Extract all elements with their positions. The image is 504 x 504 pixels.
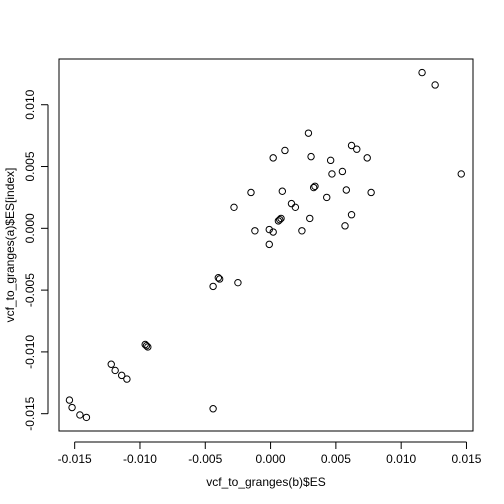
x-tick-label: 0.005 bbox=[321, 452, 351, 466]
data-point bbox=[353, 145, 361, 153]
data-point bbox=[367, 188, 375, 197]
data-point bbox=[123, 375, 131, 383]
data-point bbox=[291, 203, 300, 212]
data-points bbox=[65, 68, 465, 422]
data-point bbox=[341, 222, 349, 230]
data-point bbox=[276, 215, 284, 224]
x-axis-label: vcf_to_granges(b)$ES bbox=[206, 475, 325, 489]
x-tick-label: 0.000 bbox=[256, 452, 286, 466]
data-point bbox=[323, 193, 331, 202]
data-point bbox=[328, 170, 336, 178]
plot-frame bbox=[58, 58, 474, 432]
x-tick-label: 0.015 bbox=[451, 452, 481, 466]
data-point bbox=[209, 405, 217, 413]
data-point bbox=[107, 360, 115, 368]
x-axis: -0.015 -0.010 -0.005 0.000 0.005 0.010 0.015 bbox=[58, 441, 482, 466]
y-tick-label: -0.010 bbox=[23, 335, 37, 369]
x-tick-label: 0.010 bbox=[386, 452, 416, 466]
y-tick-label: 0.000 bbox=[23, 213, 37, 243]
data-point bbox=[304, 129, 313, 137]
data-point bbox=[68, 403, 76, 412]
data-point bbox=[342, 186, 351, 194]
data-point bbox=[265, 240, 273, 249]
data-point bbox=[144, 343, 152, 351]
y-axis: -0.015 -0.010 -0.005 0.000 0.005 0.010 bbox=[23, 89, 49, 431]
data-point bbox=[347, 211, 356, 219]
data-point bbox=[251, 227, 259, 235]
data-point bbox=[247, 188, 255, 197]
data-point bbox=[309, 183, 318, 192]
data-point bbox=[76, 411, 84, 419]
data-point bbox=[326, 156, 335, 165]
x-tick-label: -0.010 bbox=[123, 452, 157, 466]
data-point bbox=[215, 275, 224, 283]
data-point bbox=[298, 227, 306, 235]
data-point bbox=[311, 182, 319, 190]
data-point bbox=[269, 154, 277, 162]
data-point bbox=[418, 68, 426, 77]
data-point bbox=[347, 141, 356, 150]
data-point bbox=[265, 225, 273, 234]
data-point bbox=[82, 413, 91, 422]
data-point bbox=[269, 228, 277, 236]
data-point bbox=[278, 187, 287, 195]
data-point bbox=[306, 214, 314, 223]
data-point bbox=[142, 342, 151, 350]
data-point bbox=[111, 366, 119, 375]
data-point bbox=[209, 282, 217, 291]
data-point bbox=[281, 146, 289, 155]
data-point bbox=[65, 396, 74, 404]
y-tick-label: -0.015 bbox=[23, 396, 37, 430]
data-point bbox=[274, 217, 283, 225]
data-point bbox=[141, 340, 149, 349]
data-point bbox=[214, 274, 223, 282]
y-tick-label: -0.005 bbox=[23, 273, 37, 307]
data-point bbox=[117, 371, 126, 380]
y-tick-label: 0.005 bbox=[23, 151, 37, 181]
y-tick-label: 0.010 bbox=[23, 89, 37, 119]
data-point bbox=[307, 152, 315, 161]
data-point bbox=[234, 278, 242, 287]
data-point bbox=[277, 214, 285, 223]
data-point bbox=[457, 170, 465, 178]
data-point bbox=[363, 154, 371, 162]
data-point bbox=[338, 167, 347, 176]
data-point bbox=[230, 203, 238, 212]
x-tick-label: -0.015 bbox=[58, 452, 92, 466]
x-tick-label: -0.005 bbox=[188, 452, 222, 466]
y-axis-label: vcf_to_granges(a)$ES[index] bbox=[3, 168, 17, 323]
data-point bbox=[431, 81, 439, 89]
data-point bbox=[287, 199, 296, 208]
